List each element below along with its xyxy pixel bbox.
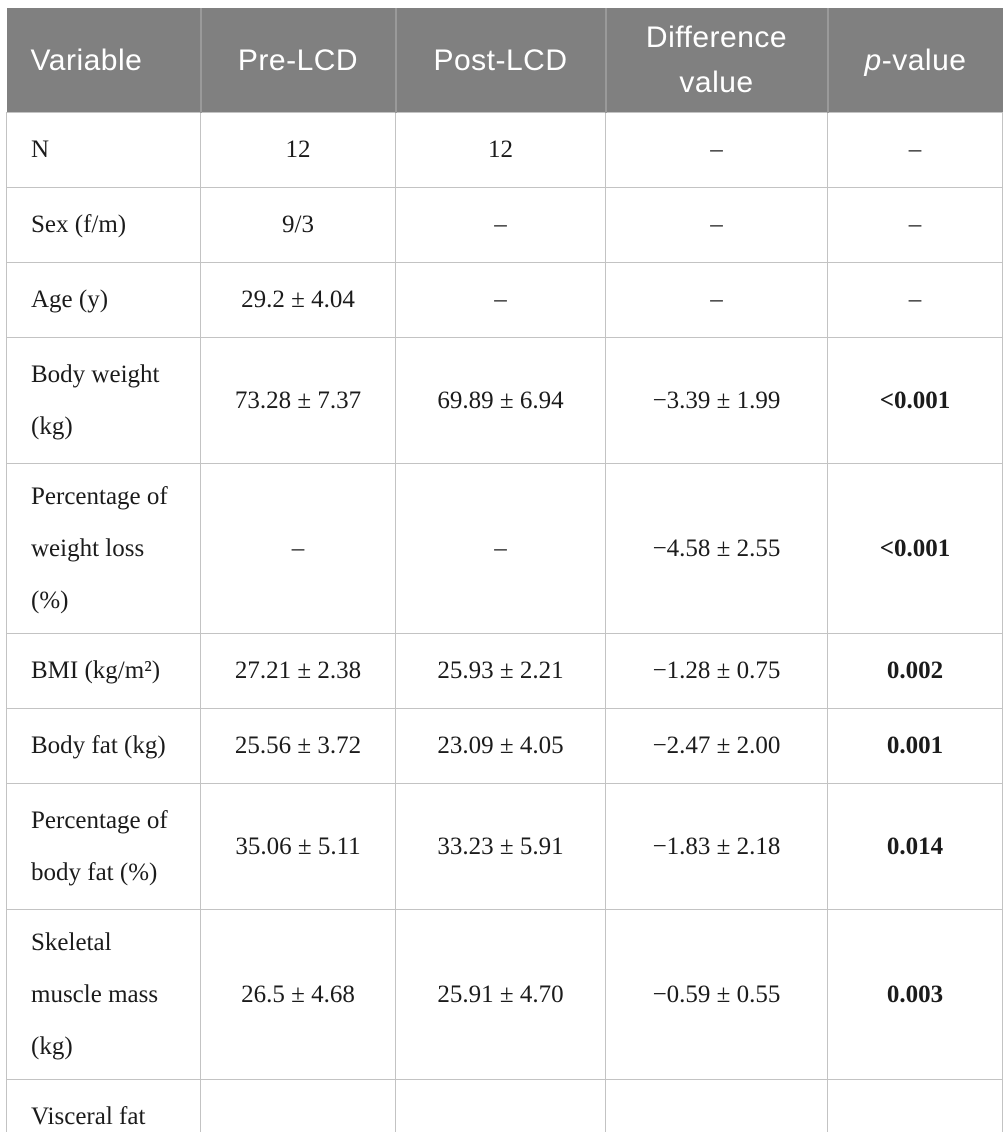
table-row-pct-body-fat: Percentage of body fat (%) 35.06 ± 5.11 … bbox=[6, 783, 1003, 910]
post-lcd-cell: 25.93 ± 2.21 bbox=[395, 633, 606, 709]
row-label: Percentage of weight loss (%) bbox=[6, 463, 201, 634]
table-row-sex: Sex (f/m) 9/3 – – – bbox=[6, 187, 1003, 263]
post-lcd-cell: 103.64 ± 24.85 bbox=[395, 1079, 606, 1132]
post-lcd-cell: – bbox=[395, 262, 606, 338]
p-value-cell: 0.001 bbox=[827, 708, 1003, 784]
pre-lcd-cell: 27.21 ± 2.38 bbox=[200, 633, 396, 709]
header-pre-lcd: Pre-LCD bbox=[199, 8, 396, 113]
header-p-value: p-value bbox=[826, 8, 1003, 113]
row-label: Body weight (kg) bbox=[6, 337, 201, 464]
header-row: Variable Pre-LCD Post-LCD Difference val… bbox=[6, 8, 1003, 113]
p-value-cell: 0.003 bbox=[827, 909, 1003, 1080]
p-rest: -value bbox=[881, 43, 967, 77]
post-lcd-cell: – bbox=[395, 187, 606, 263]
header-variable: Variable bbox=[6, 8, 201, 113]
difference-cell: −4.58 ± 2.55 bbox=[605, 463, 828, 634]
p-italic: p bbox=[864, 43, 882, 77]
row-label: Percentage of body fat (%) bbox=[6, 783, 201, 910]
table-row-visceral-fat: Visceral fat area (cm²) 115.13 ± 25.3 10… bbox=[6, 1079, 1003, 1132]
p-value-cell: – bbox=[827, 262, 1003, 338]
table-row-age: Age (y) 29.2 ± 4.04 – – – bbox=[6, 262, 1003, 338]
post-lcd-cell: 23.09 ± 4.05 bbox=[395, 708, 606, 784]
post-lcd-cell: 69.89 ± 6.94 bbox=[395, 337, 606, 464]
difference-cell: – bbox=[605, 262, 828, 338]
header-post-lcd: Post-LCD bbox=[394, 8, 606, 113]
paper-table-page: Variable Pre-LCD Post-LCD Difference val… bbox=[0, 8, 1005, 1132]
p-value-cell: <0.001 bbox=[827, 337, 1003, 464]
pre-lcd-cell: 73.28 ± 7.37 bbox=[200, 337, 396, 464]
table-row-n: N 12 12 – – bbox=[6, 112, 1003, 188]
row-label: Age (y) bbox=[6, 262, 201, 338]
row-label: Body fat (kg) bbox=[6, 708, 201, 784]
pre-lcd-cell: 115.13 ± 25.3 bbox=[200, 1079, 396, 1132]
p-value-cell: 0.014 bbox=[827, 783, 1003, 910]
p-value-cell: 0.001 bbox=[827, 1079, 1003, 1132]
header-difference-value: Difference value bbox=[604, 8, 828, 113]
p-value-cell: – bbox=[827, 187, 1003, 263]
row-label: BMI (kg/m²) bbox=[6, 633, 201, 709]
post-lcd-cell: 25.91 ± 4.70 bbox=[395, 909, 606, 1080]
pre-lcd-cell: 12 bbox=[200, 112, 396, 188]
pre-lcd-cell: 9/3 bbox=[200, 187, 396, 263]
table-row-body-fat: Body fat (kg) 25.56 ± 3.72 23.09 ± 4.05 … bbox=[6, 708, 1003, 784]
row-label: Skeletal muscle mass (kg) bbox=[6, 909, 201, 1080]
post-lcd-cell: 33.23 ± 5.91 bbox=[395, 783, 606, 910]
table-row-bmi: BMI (kg/m²) 27.21 ± 2.38 25.93 ± 2.21 −1… bbox=[6, 633, 1003, 709]
difference-cell: −3.39 ± 1.99 bbox=[605, 337, 828, 464]
post-lcd-cell: – bbox=[395, 463, 606, 634]
p-value-cell: <0.001 bbox=[827, 463, 1003, 634]
difference-cell: −0.59 ± 0.55 bbox=[605, 909, 828, 1080]
results-table: Variable Pre-LCD Post-LCD Difference val… bbox=[6, 8, 1003, 1132]
p-value-cell: – bbox=[827, 112, 1003, 188]
pre-lcd-cell: 26.5 ± 4.68 bbox=[200, 909, 396, 1080]
difference-cell: −1.83 ± 2.18 bbox=[605, 783, 828, 910]
difference-cell: −1.28 ± 0.75 bbox=[605, 633, 828, 709]
row-label: N bbox=[6, 112, 201, 188]
difference-cell: −11.49 ± 8.74 bbox=[605, 1079, 828, 1132]
pre-lcd-cell: 29.2 ± 4.04 bbox=[200, 262, 396, 338]
row-label: Sex (f/m) bbox=[6, 187, 201, 263]
difference-cell: −2.47 ± 2.00 bbox=[605, 708, 828, 784]
table-row-skeletal-muscle: Skeletal muscle mass (kg) 26.5 ± 4.68 25… bbox=[6, 909, 1003, 1080]
difference-cell: – bbox=[605, 187, 828, 263]
pre-lcd-cell: – bbox=[200, 463, 396, 634]
p-value-cell: 0.002 bbox=[827, 633, 1003, 709]
difference-cell: – bbox=[605, 112, 828, 188]
post-lcd-cell: 12 bbox=[395, 112, 606, 188]
table-row-pct-weight-loss: Percentage of weight loss (%) – – −4.58 … bbox=[6, 463, 1003, 634]
pre-lcd-cell: 35.06 ± 5.11 bbox=[200, 783, 396, 910]
row-label: Visceral fat area (cm²) bbox=[6, 1079, 201, 1132]
pre-lcd-cell: 25.56 ± 3.72 bbox=[200, 708, 396, 784]
table-row-body-weight: Body weight (kg) 73.28 ± 7.37 69.89 ± 6.… bbox=[6, 337, 1003, 464]
